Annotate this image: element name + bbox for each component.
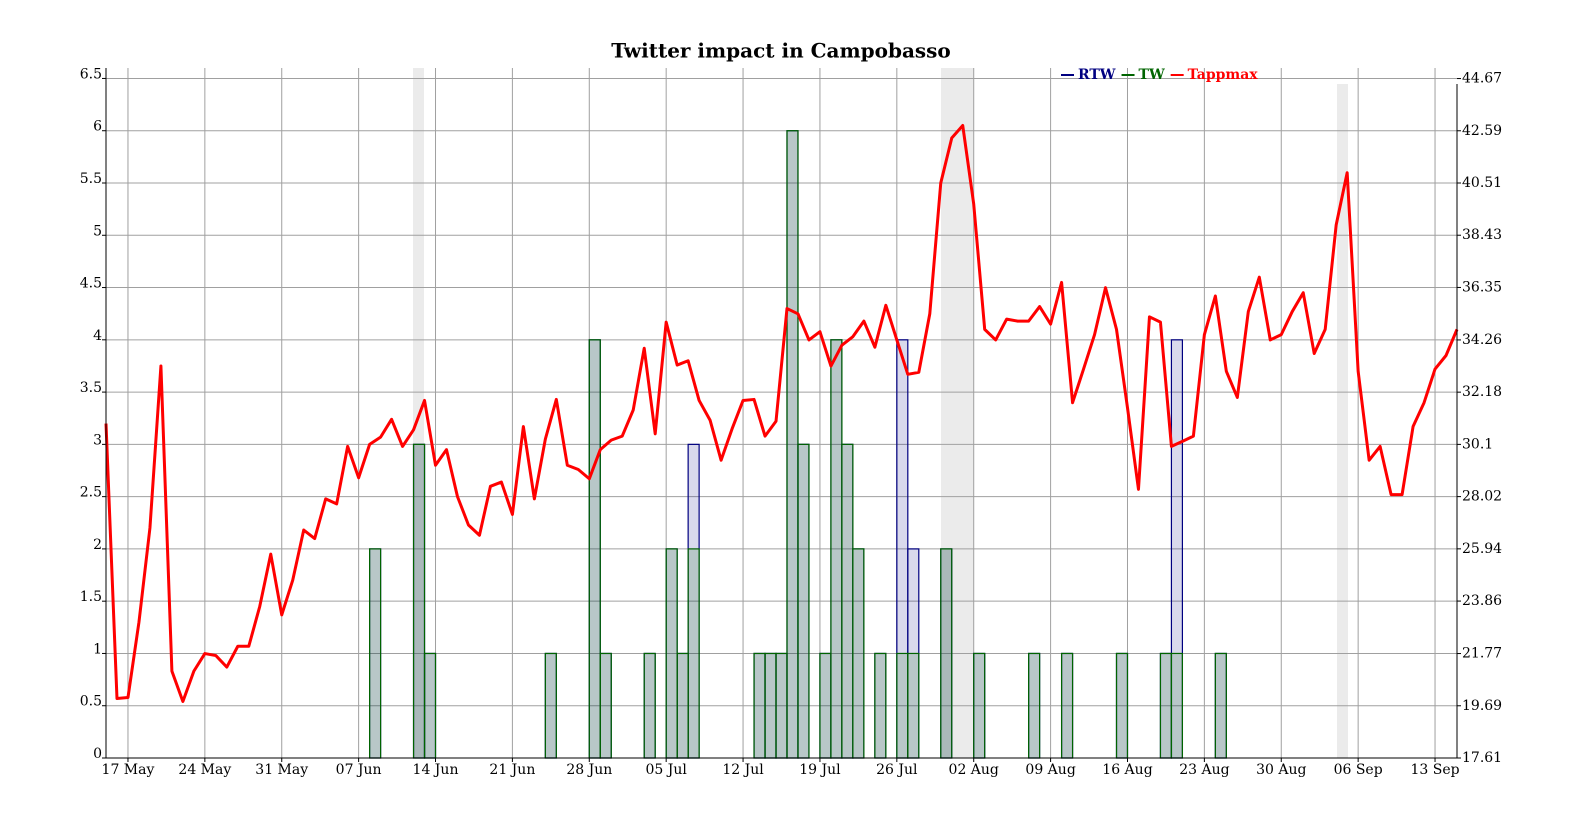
x-tick-label: 21 Jun [489,762,535,778]
bar [412,443,426,759]
y-tick-label: 4 [93,328,102,344]
x-tick-label: 02 Aug [949,762,999,778]
bar [369,548,382,759]
x-tick-label: 14 Jun [413,762,459,778]
y-tick-label: 2 [93,537,102,553]
chart-title: Twitter impact in Campobasso [611,39,951,63]
bar [841,443,854,759]
x-tick-label: 26 Jul [876,762,918,778]
y-tick-label: 0 [93,746,102,762]
bar [1214,652,1227,759]
bar [643,652,656,759]
y-tick-label: 4.5 [80,276,102,292]
bar [874,652,887,759]
x-tick-label: 19 Jul [799,762,841,778]
bar [1170,652,1184,759]
bar [830,339,843,759]
y2-tick-label: 40.51 [1462,175,1502,191]
x-tick-label: 17 May [102,762,155,778]
y2-tick-label: 38.43 [1462,227,1502,243]
bar [1115,652,1129,759]
bar [775,652,788,759]
x-tick-label: 23 Aug [1179,762,1229,778]
y2-tick-label: 28.02 [1462,489,1502,505]
y-tick-label: 1 [93,641,102,657]
y-tick-label: 5 [93,223,102,239]
bar [797,443,810,759]
y2-tick-label: 36.35 [1462,279,1502,295]
x-tick-label: 09 Aug [1025,762,1075,778]
y2-tick-label: 23.86 [1462,593,1502,609]
line [104,124,1459,703]
bar [896,652,909,759]
bar [819,652,832,759]
legend-label: Tappmax [1188,67,1259,83]
x-tick-label: 12 Jul [722,762,764,778]
bar [1028,652,1041,759]
bar [588,339,601,759]
x-tick-label: 16 Aug [1102,762,1152,778]
y-tick-label: 6.5 [80,66,102,82]
y2-tick-label: 42.59 [1462,123,1502,139]
x-tick-label: 13 Sep [1410,762,1459,778]
bar [852,548,865,759]
bar [676,652,689,759]
x-tick-label: 05 Jul [645,762,687,778]
y2-tick-label: 21.77 [1462,646,1502,662]
y2-tick-label: 30.1 [1462,436,1493,452]
x-tick-label: 28 Jun [566,762,612,778]
x-tick-label: 31 May [255,762,308,778]
bar [544,652,557,759]
y2-tick-label: 34.26 [1462,332,1502,348]
x-tick-label: 30 Aug [1256,762,1306,778]
y-tick-label: 3.5 [80,380,102,396]
bar [973,652,986,759]
x-tick-label: 24 May [178,762,231,778]
y2-tick-label: 25.94 [1462,541,1502,557]
y2-tick-label: 44.67 [1462,71,1502,87]
bar [687,548,700,759]
bar [753,652,766,759]
x-tick-label: 06 Sep [1334,762,1383,778]
bar [1060,652,1074,759]
bar [665,548,678,759]
shaded-band [1337,84,1348,758]
y2-tick-label: 17.61 [1462,750,1502,766]
x-tick-label: 07 Jun [336,762,382,778]
legend-label: TW [1139,67,1165,83]
y2-tick-label: 32.18 [1462,384,1502,400]
bar [940,548,953,759]
y-tick-label: 3 [93,432,102,448]
y-tick-label: 1.5 [80,589,102,605]
y-tick-label: 6 [93,119,102,135]
legend-label: RTW [1078,67,1116,83]
bar [423,652,437,759]
bar [599,652,612,759]
bar [786,130,799,759]
y2-tick-label: 19.69 [1462,698,1502,714]
y-tick-label: 0.5 [80,694,102,710]
bar [907,652,920,759]
bar [1159,652,1173,759]
bar [764,652,777,759]
y-tick-label: 2.5 [80,485,102,501]
y-tick-label: 5.5 [80,171,102,187]
